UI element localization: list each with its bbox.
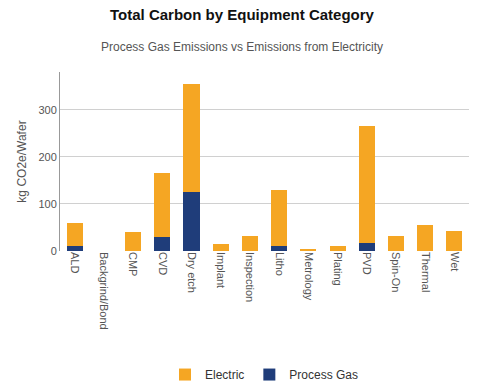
svg-text:Plating: Plating [332, 252, 344, 286]
svg-text:Process Gas: Process Gas [289, 368, 358, 382]
svg-text:Process Gas Emissions vs Emiss: Process Gas Emissions vs Emissions from … [101, 40, 383, 54]
svg-text:Backgrind/Bond: Backgrind/Bond [98, 252, 110, 330]
svg-text:PVD: PVD [361, 252, 373, 275]
svg-text:Inspection: Inspection [244, 252, 256, 302]
svg-text:Thermal: Thermal [420, 252, 432, 292]
svg-text:0: 0 [51, 245, 57, 257]
svg-text:100: 100 [38, 198, 56, 210]
svg-text:200: 200 [38, 151, 56, 163]
svg-text:Litho: Litho [274, 252, 286, 276]
svg-text:ALD: ALD [69, 252, 81, 273]
svg-text:Implant: Implant [215, 252, 227, 288]
svg-text:CVD: CVD [157, 252, 169, 275]
svg-text:Electric: Electric [205, 368, 244, 382]
svg-text:kg CO2e/Wafer: kg CO2e/Wafer [15, 120, 29, 202]
svg-text:Spin-On: Spin-On [390, 252, 402, 292]
svg-text:CMP: CMP [127, 252, 139, 276]
svg-text:300: 300 [38, 104, 56, 116]
svg-text:Wet: Wet [449, 252, 461, 271]
svg-text:Total Carbon by Equipment Cate: Total Carbon by Equipment Category [110, 6, 375, 23]
svg-text:Dry etch: Dry etch [186, 252, 198, 293]
svg-text:Metrology: Metrology [303, 252, 315, 301]
